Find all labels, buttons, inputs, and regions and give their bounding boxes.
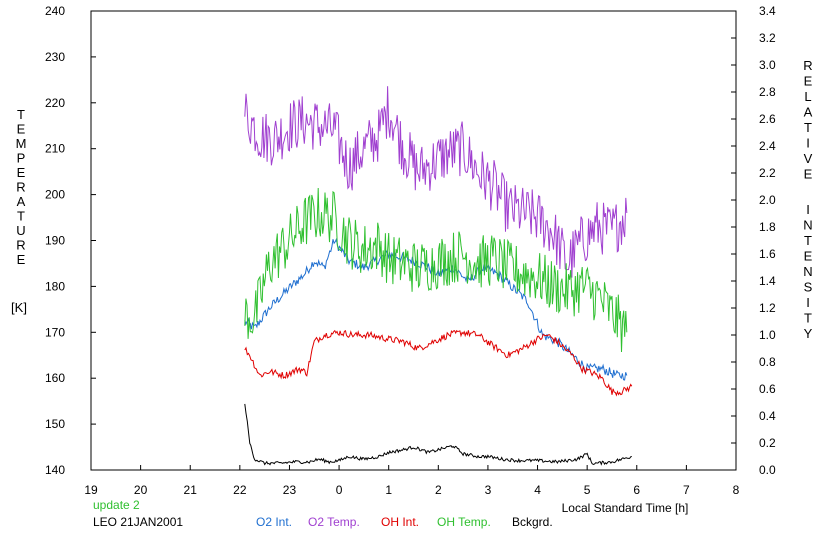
left-tick-label: 160 [45,371,65,385]
right-tick-label: 0.8 [759,355,776,369]
plot-frame [90,10,737,471]
right-axis-letter: I [806,202,810,217]
left-tick-label: 190 [45,234,65,248]
right-tick-label: 2.6 [759,112,776,126]
left-axis-unit: [K] [11,300,27,315]
left-axis-letter: T [17,209,25,224]
x-axis-label: Local Standard Time [h] [562,501,689,515]
x-tick-label: 0 [336,483,343,497]
left-axis-letter: M [16,136,27,151]
x-tick-label: 22 [233,483,247,497]
series-layer [244,86,633,466]
x-tick-label: 5 [584,483,591,497]
right-tick-label: 3.4 [759,4,776,18]
left-axis-letter: T [17,107,25,122]
update-text: update 2 [93,498,140,512]
x-axis-ticks: 19 20 21 22 23 0 1 2 3 4 5 6 7 8 [84,465,740,497]
left-axis-letter: E [17,122,26,137]
left-tick-label: 210 [45,142,65,156]
left-tick-label: 200 [45,188,65,202]
right-tick-label: 1.6 [759,247,776,261]
left-tick-label: 170 [45,325,65,339]
right-tick-label: 2.2 [759,166,776,180]
series-line-o2-temp [244,86,628,278]
station-date: LEO 21JAN2001 [93,515,183,529]
right-axis-letter: T [804,233,812,248]
legend-entry: Bckgrd. [512,515,553,529]
right-axis-letter: E [804,74,813,89]
left-axis-letter: A [17,194,26,209]
right-tick-label: 3.2 [759,31,776,45]
right-tick-label: 0.4 [759,409,776,423]
legend-entry: O2 Temp. [308,515,360,529]
x-tick-label: 1 [385,483,392,497]
left-tick-label: 220 [45,96,65,110]
right-axis-letter: E [804,167,813,182]
series-line-o2-int [244,238,628,381]
left-tick-label: 230 [45,50,65,64]
x-tick-label: 3 [485,483,492,497]
right-tick-label: 0.2 [759,436,776,450]
left-tick-label: 140 [45,463,65,477]
x-tick-label: 19 [84,483,98,497]
right-tick-label: 0.0 [759,463,776,477]
x-tick-label: 7 [683,483,690,497]
right-axis-letter: N [803,218,812,233]
legend-entry: OH Int. [381,515,419,529]
left-axis-letter: U [16,223,25,238]
right-tick-label: 2.4 [759,139,776,153]
left-axis-letter: P [17,151,26,166]
right-axis-letter: N [803,264,812,279]
right-axis-letter: A [804,105,813,120]
x-tick-label: 8 [733,483,740,497]
right-axis-letter: Y [804,326,813,341]
right-tick-label: 1.0 [759,328,776,342]
right-axis-letter: T [804,311,812,326]
series-line-oh-int [244,329,633,397]
series-line-bckgrd [244,403,632,466]
right-tick-label: 3.0 [759,58,776,72]
right-axis-letter: E [804,249,813,264]
right-axis-letter: V [804,151,813,166]
right-axis-letter: I [806,136,810,151]
x-tick-label: 20 [134,483,148,497]
left-axis-letter: R [16,238,25,253]
right-tick-label: 0.6 [759,382,776,396]
right-axis-letter: T [804,120,812,135]
right-axis-letter: R [803,58,812,73]
right-axis-letter: S [804,280,813,295]
left-axis-letter: E [17,165,26,180]
x-tick-label: 6 [633,483,640,497]
legend-entry: O2 Int. [256,515,292,529]
right-axis-letter: L [804,89,811,104]
left-axis-letter: R [16,180,25,195]
x-tick-label: 21 [184,483,198,497]
left-tick-label: 150 [45,417,65,431]
right-tick-label: 2.8 [759,85,776,99]
x-tick-label: 23 [283,483,297,497]
x-tick-label: 4 [534,483,541,497]
right-axis-ticks: 0.0 0.2 0.4 0.6 0.8 1.0 1.2 1.4 1.6 1.8 2.0 2.2 2.4 2… [731,4,776,477]
left-axis-ticks: 140 150 160 170 180 190 200 210 220 230 240 [45,4,96,477]
series-line-oh-temp [244,187,628,353]
legend: O2 Int. O2 Temp. OH Int. OH Temp. Bckgrd. [256,515,553,529]
right-tick-label: 1.8 [759,220,776,234]
x-tick-label: 2 [435,483,442,497]
right-tick-label: 1.4 [759,274,776,288]
left-tick-label: 180 [45,279,65,293]
left-axis-letter: E [17,252,26,267]
legend-entry: OH Temp. [437,515,491,529]
right-axis-letter: I [806,295,810,310]
right-tick-label: 2.0 [759,193,776,207]
right-tick-label: 1.2 [759,301,776,315]
left-tick-label: 240 [45,4,65,18]
